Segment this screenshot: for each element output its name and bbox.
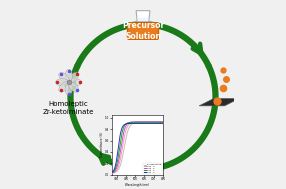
Polygon shape (68, 82, 79, 92)
Polygon shape (59, 82, 69, 92)
FancyBboxPatch shape (128, 23, 158, 39)
Polygon shape (65, 82, 72, 95)
Text: Precursor
Solution: Precursor Solution (122, 21, 164, 41)
Polygon shape (199, 99, 239, 106)
Text: Homoleptic
Zr-ketoiminate: Homoleptic Zr-ketoiminate (43, 101, 94, 115)
Polygon shape (68, 72, 79, 83)
Polygon shape (56, 79, 69, 86)
Polygon shape (136, 11, 150, 22)
Polygon shape (69, 79, 82, 86)
Polygon shape (137, 18, 149, 22)
Polygon shape (65, 69, 72, 82)
Polygon shape (59, 72, 69, 83)
